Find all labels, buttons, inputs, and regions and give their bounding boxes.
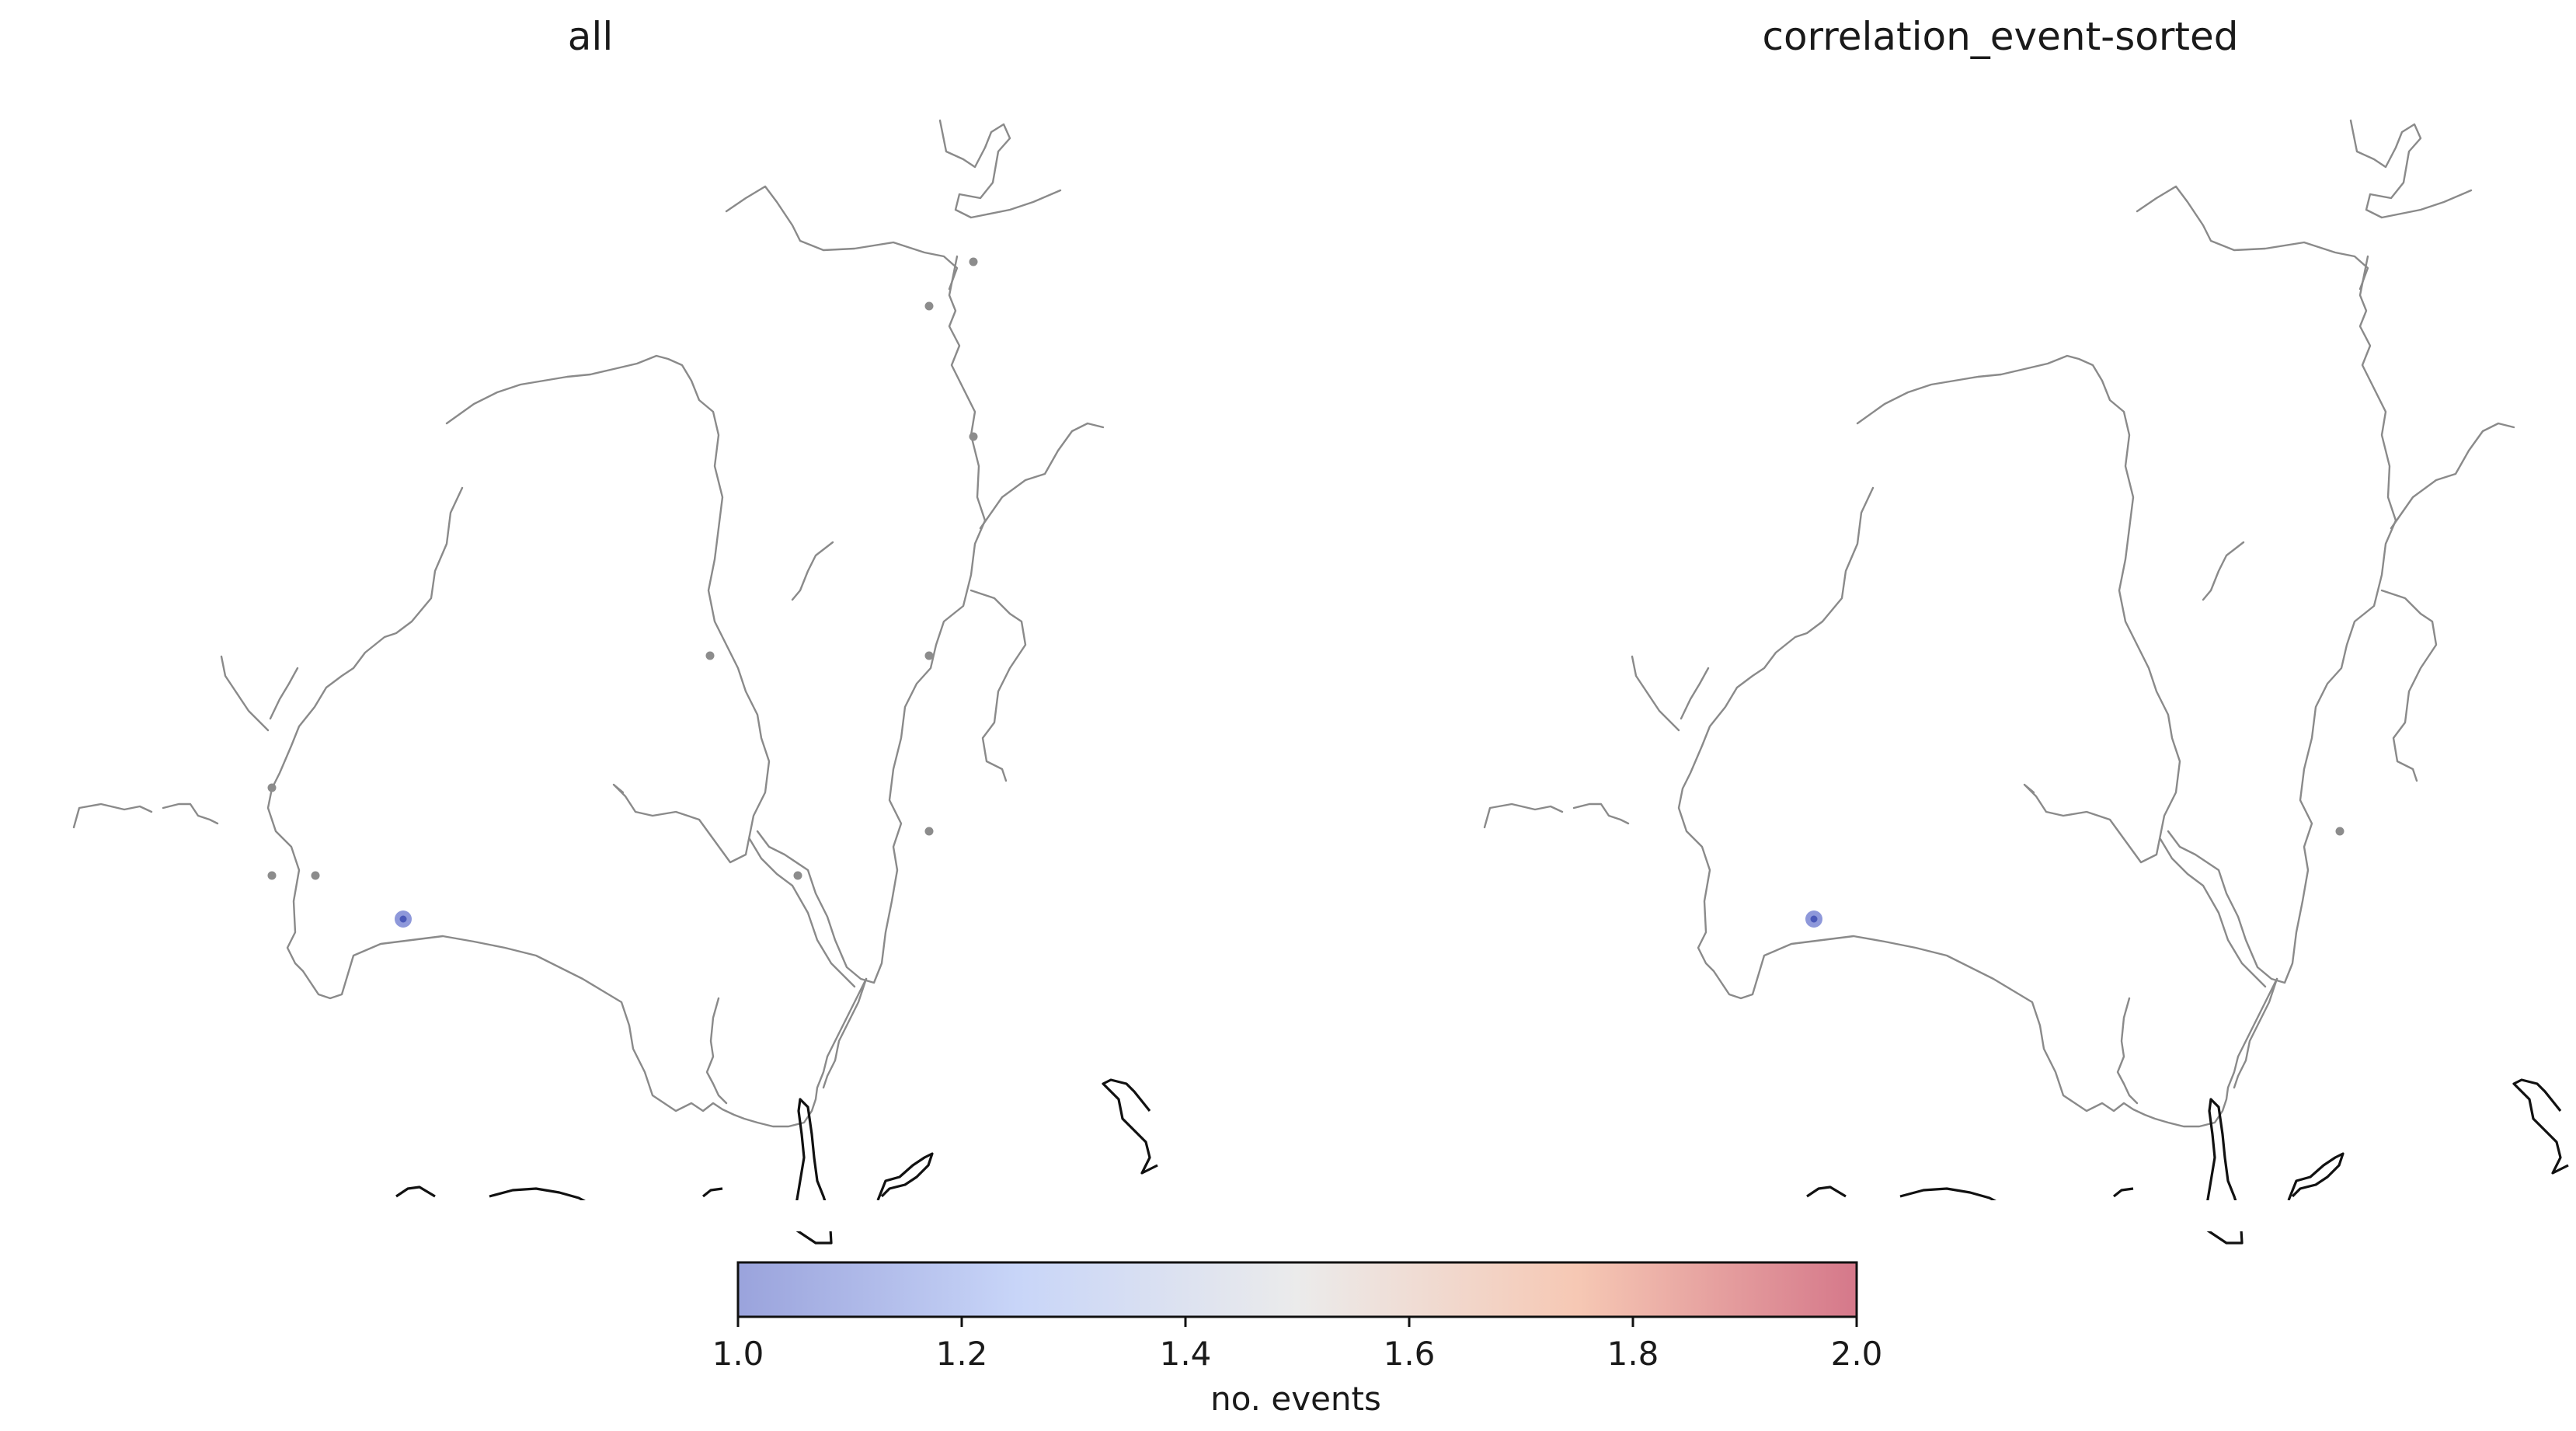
colorbar-tick-label: 1.8: [1607, 1335, 1659, 1373]
station-marker: [705, 651, 715, 660]
panel-title-correlation: correlation_event-sorted: [1762, 14, 2239, 59]
event-marker-core: [399, 915, 407, 923]
station-marker: [2335, 827, 2345, 836]
events-left: [395, 910, 412, 928]
colorbar-tick-label: 2.0: [1830, 1335, 1883, 1373]
station-marker: [267, 871, 277, 880]
colorbar-tick-label: 1.0: [712, 1335, 764, 1373]
stations-right: [2335, 827, 2345, 836]
station-marker: [969, 432, 978, 441]
colorbar-tick-label: 1.2: [935, 1335, 988, 1373]
station-marker: [267, 783, 277, 792]
colorbar-tick-label: 1.4: [1159, 1335, 1212, 1373]
events-right: [1805, 910, 1822, 928]
map-panel-right: [1483, 119, 2570, 1245]
station-marker: [969, 257, 978, 266]
rivers-left: [72, 119, 1105, 1128]
rivers-right: [1483, 119, 2515, 1128]
station-marker: [311, 871, 320, 880]
panel-title-all: all: [567, 14, 614, 59]
colorbar: [736, 1261, 1858, 1327]
station-marker: [924, 651, 934, 660]
station-marker: [924, 301, 934, 311]
station-marker: [793, 871, 802, 880]
colorbar-label: no. events: [1210, 1380, 1381, 1418]
event-marker-core: [1810, 915, 1818, 923]
station-marker: [924, 827, 934, 836]
map-panel-left: [72, 119, 1159, 1245]
colorbar-tick-label: 1.6: [1383, 1335, 1436, 1373]
stations-left: [267, 257, 978, 880]
